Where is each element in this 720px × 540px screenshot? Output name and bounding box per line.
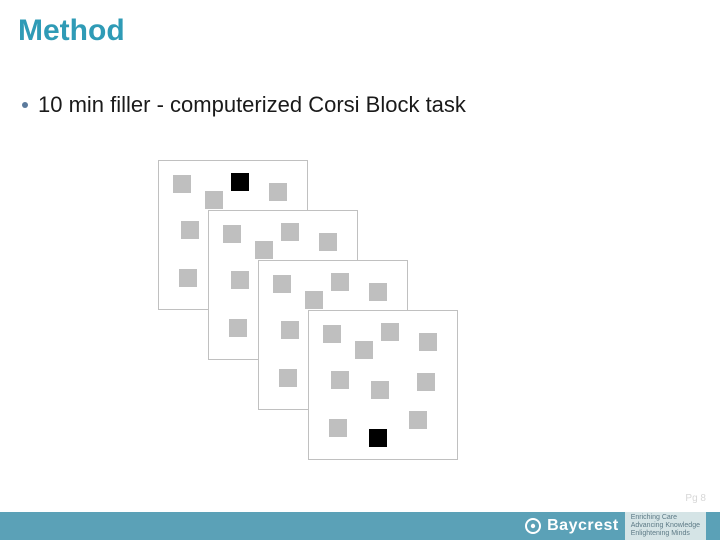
footer-bar: Baycrest Enriching Care Advancing Knowle… [0,512,720,540]
tagline-box: Enriching Care Advancing Knowledge Enlig… [625,512,706,540]
corsi-block [279,369,297,387]
brand: Baycrest Enriching Care Advancing Knowle… [525,512,706,540]
brand-name: Baycrest [547,517,619,535]
tagline-line: Advancing Knowledge [631,522,700,530]
corsi-block [255,241,273,259]
tagline-line: Enlightening Minds [631,530,700,538]
corsi-block [331,273,349,291]
corsi-block [419,333,437,351]
corsi-block [371,381,389,399]
corsi-block [229,319,247,337]
corsi-block [223,225,241,243]
corsi-block [355,341,373,359]
corsi-block [179,269,197,287]
brand-logo-icon [525,518,541,534]
corsi-block [181,221,199,239]
corsi-block [205,191,223,209]
corsi-block [319,233,337,251]
tagline-line: Enriching Care [631,514,700,522]
corsi-block [231,271,249,289]
bullet-dot [22,102,28,108]
corsi-block [173,175,191,193]
bullet-text: 10 min filler - computerized Corsi Block… [38,92,466,118]
corsi-block [329,419,347,437]
corsi-block [281,223,299,241]
corsi-block [305,291,323,309]
corsi-block [381,323,399,341]
slide: Method 10 min filler - computerized Cors… [0,0,720,540]
corsi-block [369,429,387,447]
bullet-row: 10 min filler - computerized Corsi Block… [22,92,466,118]
corsi-block [231,173,249,191]
corsi-block [369,283,387,301]
corsi-panel [308,310,458,460]
corsi-block [273,275,291,293]
corsi-block [323,325,341,343]
corsi-block [281,321,299,339]
corsi-block [269,183,287,201]
corsi-block [409,411,427,429]
corsi-block [331,371,349,389]
corsi-block [417,373,435,391]
slide-title: Method [18,14,125,48]
page-number: Pg 8 [685,493,706,504]
